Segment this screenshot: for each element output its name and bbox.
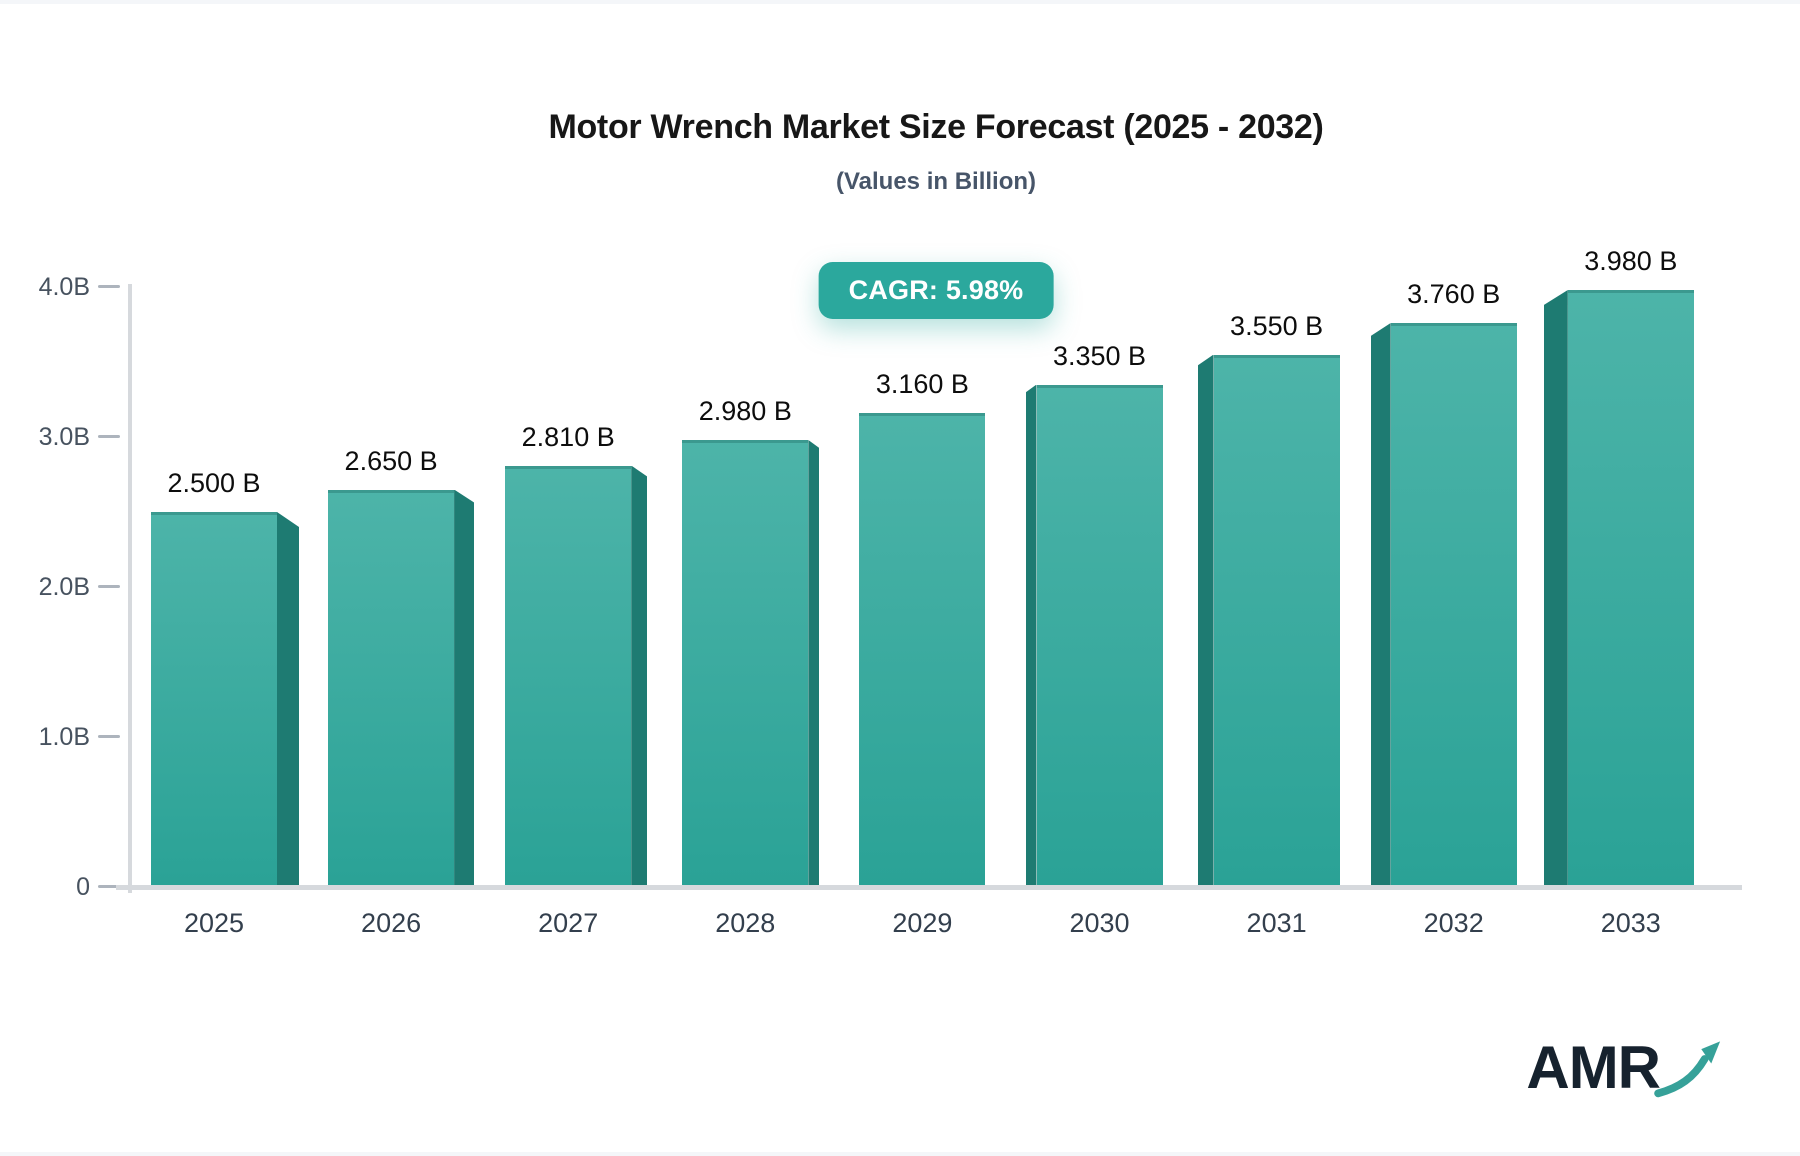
bar-2027 bbox=[505, 465, 632, 888]
chart-title: Motor Wrench Market Size Forecast (2025 … bbox=[548, 108, 1324, 146]
bar-2031 bbox=[1213, 354, 1340, 888]
cagr-badge-label: CAGR: 5.98% bbox=[848, 275, 1024, 305]
bar-2029 bbox=[859, 413, 986, 888]
bar-side-2027 bbox=[631, 465, 648, 888]
bar-2030 bbox=[1036, 384, 1163, 888]
x-axis-line bbox=[116, 885, 1742, 890]
bottom-edge bbox=[0, 1152, 1800, 1156]
bar-value-label-2033: 3.980 B bbox=[1584, 246, 1678, 276]
y-tick-label: 4.0B bbox=[38, 273, 90, 301]
chart-subtitle: (Values in Billion) bbox=[835, 168, 1037, 195]
y-tick-label: 3.0B bbox=[38, 423, 90, 451]
bar-value-label-2028: 2.980 B bbox=[698, 396, 792, 426]
bar-value-label-2031: 3.550 B bbox=[1230, 310, 1324, 341]
x-tick-label-2027: 2027 bbox=[538, 908, 599, 938]
y-tick-mark bbox=[98, 735, 120, 738]
y-axis-line bbox=[128, 284, 132, 893]
x-tick-label-2030: 2030 bbox=[1069, 908, 1130, 938]
bar-2025 bbox=[151, 512, 277, 888]
y-tick-mark bbox=[98, 435, 120, 438]
bar-value-label-2029: 3.160 B bbox=[875, 369, 969, 399]
x-tick-label-2032: 2032 bbox=[1423, 908, 1484, 938]
growth-arrow-icon bbox=[1654, 1041, 1721, 1098]
bar-2033 bbox=[1567, 290, 1694, 888]
y-tick-mark bbox=[98, 285, 120, 288]
bar-2028 bbox=[682, 440, 809, 888]
x-tick-label-2025: 2025 bbox=[183, 908, 245, 938]
bar-value-label-2026: 2.650 B bbox=[344, 445, 438, 476]
y-tick-label: 1.0B bbox=[38, 723, 90, 751]
bar-side-2028 bbox=[808, 440, 820, 888]
bar-side-2033 bbox=[1543, 290, 1568, 888]
bar-side-2026 bbox=[454, 489, 475, 888]
bar-side-2031 bbox=[1197, 354, 1214, 888]
bar-side-2030 bbox=[1025, 384, 1037, 888]
bar-value-label-2025: 2.500 B bbox=[167, 468, 261, 498]
cagr-badge: CAGR: 5.98% bbox=[818, 262, 1054, 319]
top-edge bbox=[0, 0, 1800, 4]
y-tick-mark bbox=[98, 585, 120, 588]
bar-value-label-2027: 2.810 B bbox=[521, 421, 615, 452]
bar-2026 bbox=[328, 489, 455, 888]
bar-value-label-2030: 3.350 B bbox=[1052, 340, 1147, 371]
bar-value-label-2032: 3.760 B bbox=[1407, 279, 1501, 309]
amr-logo: AMR bbox=[1526, 1036, 1722, 1100]
bar-side-2032 bbox=[1370, 323, 1391, 888]
x-tick-label-2029: 2029 bbox=[892, 908, 953, 938]
y-tick-label: 2.0B bbox=[38, 573, 90, 601]
x-tick-label-2026: 2026 bbox=[361, 908, 422, 938]
y-tick-mark bbox=[98, 885, 120, 888]
x-tick-label-2028: 2028 bbox=[715, 908, 776, 938]
bar-side-2025 bbox=[277, 512, 299, 888]
bar-2032 bbox=[1390, 323, 1517, 888]
y-tick-label: 0 bbox=[76, 873, 90, 901]
x-tick-label-2033: 2033 bbox=[1600, 908, 1661, 938]
x-tick-label-2031: 2031 bbox=[1246, 908, 1307, 938]
amr-logo-text: AMR bbox=[1526, 1034, 1661, 1101]
